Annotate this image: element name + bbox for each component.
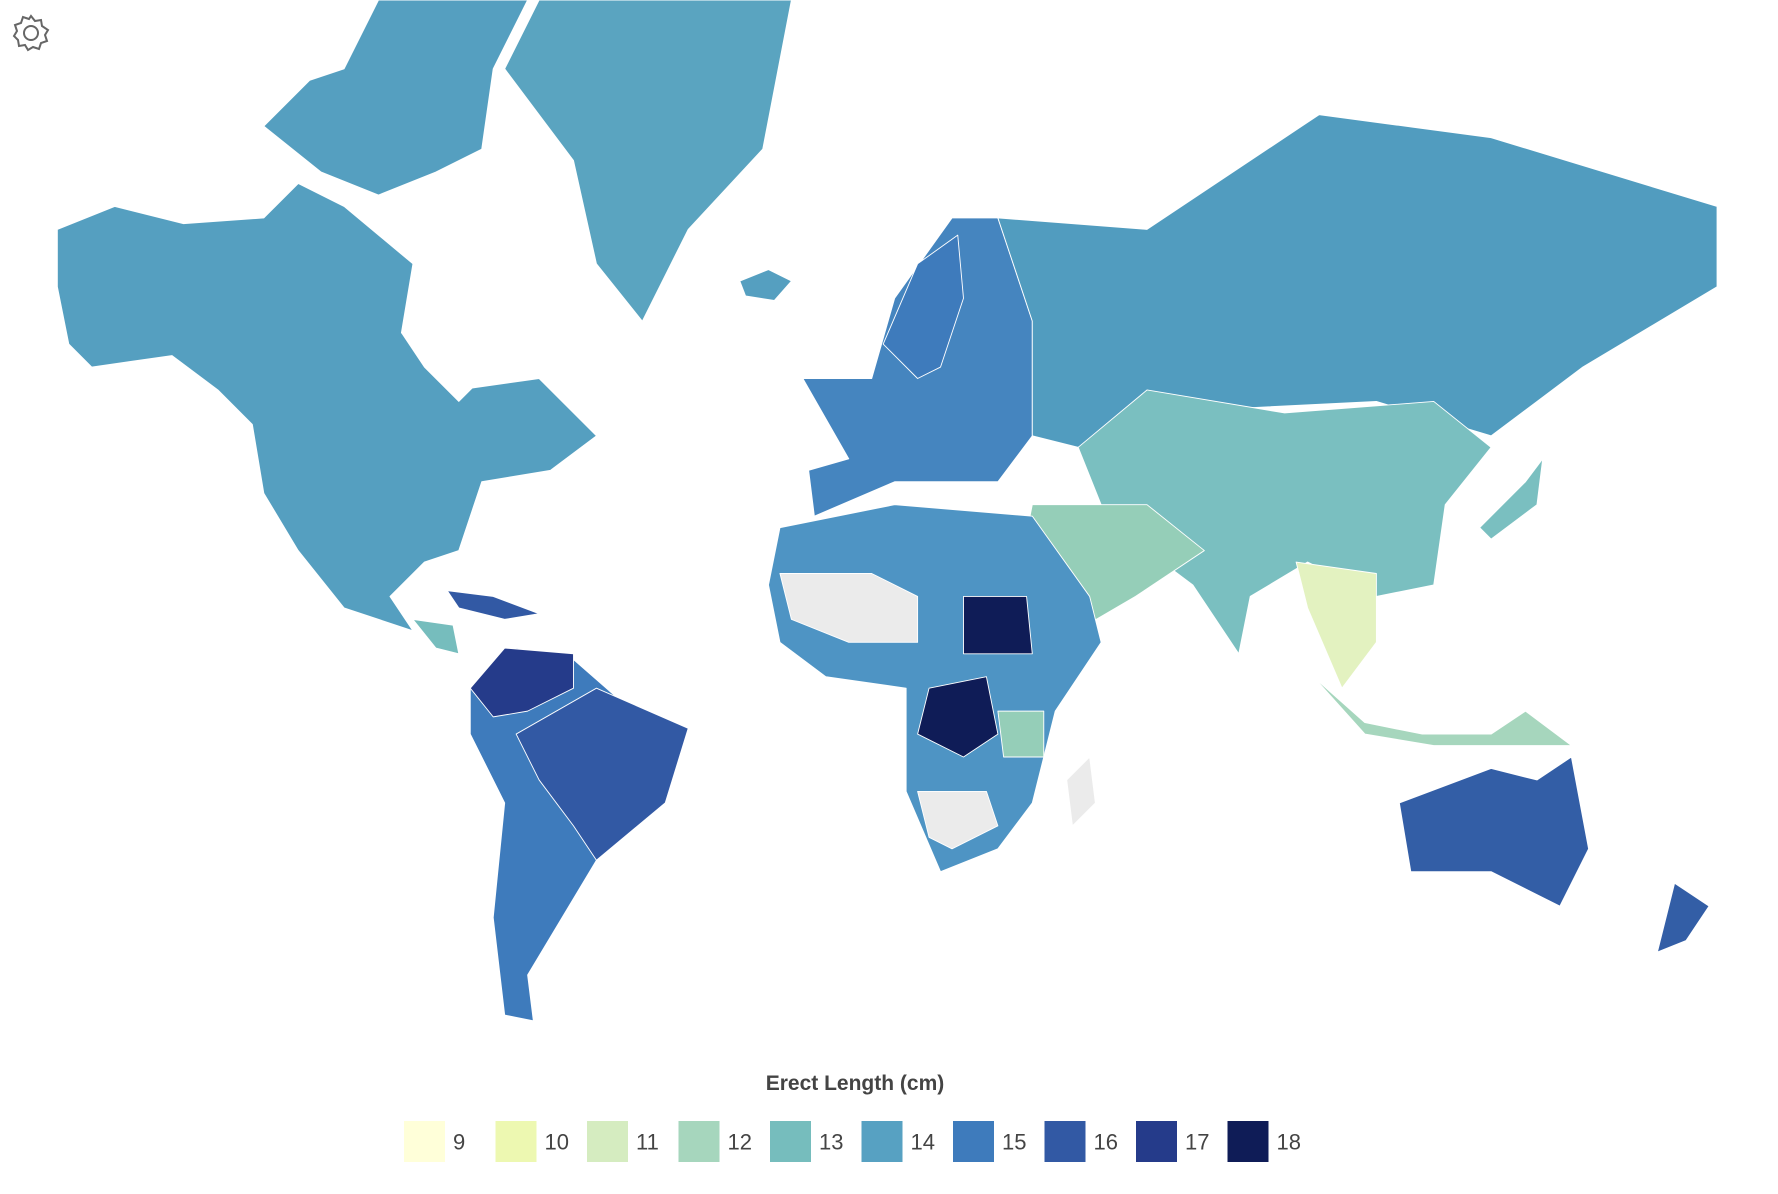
east-africa [997, 710, 1045, 758]
sahel [779, 573, 919, 643]
legend-swatch[interactable] [770, 1121, 811, 1162]
legend-label: 9 [453, 1130, 465, 1155]
legend-swatch[interactable] [861, 1121, 903, 1162]
scandinavia [882, 234, 964, 379]
legend-label: 10 [545, 1130, 569, 1155]
legend-label: 16 [1094, 1130, 1118, 1155]
greenland [504, 0, 792, 322]
legend-swatch[interactable] [495, 1121, 537, 1162]
north-america [56, 183, 597, 632]
australia [1398, 756, 1590, 907]
legend-swatch[interactable] [587, 1121, 628, 1162]
colombia-venezuela [469, 647, 574, 718]
legend-label: 18 [1277, 1130, 1301, 1155]
legend-label: 17 [1185, 1130, 1209, 1155]
legend-label: 12 [728, 1130, 752, 1155]
iceland [739, 269, 792, 301]
southeast-asia [1295, 561, 1377, 689]
madagascar [1066, 756, 1096, 827]
japan [1479, 458, 1544, 540]
arctic-islands [263, 0, 529, 196]
legend-label: 11 [636, 1130, 659, 1155]
caribbean [446, 590, 540, 620]
legend-swatch[interactable] [953, 1121, 994, 1162]
hudson-bay [400, 297, 483, 402]
legend-label: 15 [1002, 1130, 1026, 1155]
legend-swatch[interactable] [1044, 1121, 1086, 1162]
legend-label: 14 [911, 1130, 935, 1155]
world-map [56, 0, 1718, 1022]
legend-label: 13 [819, 1130, 843, 1155]
legend-swatch[interactable] [1227, 1121, 1269, 1162]
brazil [515, 687, 689, 861]
legend: 9 10 11 12 13 14 15 16 17 18 [404, 1121, 1301, 1162]
central-america [412, 618, 460, 655]
indonesia [1312, 676, 1572, 747]
settings-button[interactable] [12, 14, 50, 52]
russia [997, 114, 1718, 448]
legend-swatch[interactable] [404, 1121, 445, 1162]
legend-title: Erect Length (cm) [766, 1072, 945, 1095]
new-zealand [1656, 882, 1710, 953]
legend-swatch[interactable] [1136, 1121, 1177, 1162]
central-africa [917, 676, 999, 758]
legend-swatch[interactable] [678, 1121, 720, 1162]
sudan [963, 595, 1033, 655]
southern-africa-grey [917, 790, 999, 850]
